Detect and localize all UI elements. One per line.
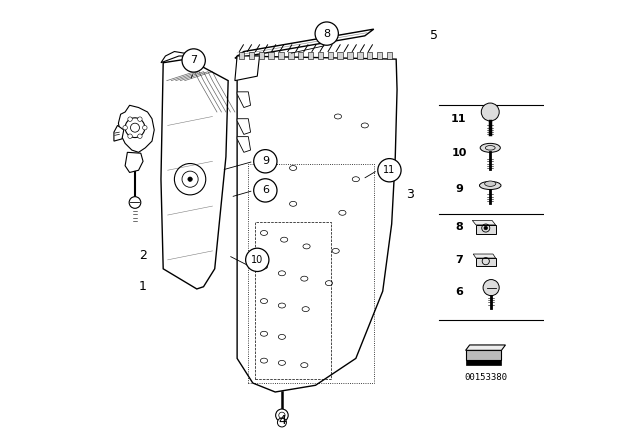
Polygon shape <box>161 58 228 289</box>
Circle shape <box>278 418 287 427</box>
Polygon shape <box>235 56 260 81</box>
Text: 5: 5 <box>430 29 438 43</box>
Polygon shape <box>472 220 495 225</box>
Text: 7: 7 <box>190 56 197 65</box>
Circle shape <box>128 117 132 121</box>
Text: 10: 10 <box>251 255 264 265</box>
Circle shape <box>481 103 499 121</box>
Polygon shape <box>466 350 502 360</box>
Text: 3: 3 <box>406 188 413 202</box>
Ellipse shape <box>479 181 501 190</box>
Bar <box>476 225 495 234</box>
Text: 11: 11 <box>451 114 467 124</box>
Polygon shape <box>161 52 199 64</box>
Bar <box>288 52 294 59</box>
Circle shape <box>315 22 339 45</box>
Bar <box>269 52 274 59</box>
Circle shape <box>129 197 141 208</box>
Text: 7: 7 <box>455 255 463 265</box>
Text: 6: 6 <box>455 287 463 297</box>
Bar <box>337 52 343 59</box>
Text: 00153380: 00153380 <box>464 373 508 382</box>
Polygon shape <box>237 119 251 134</box>
Circle shape <box>143 125 147 130</box>
Bar <box>308 52 314 59</box>
Circle shape <box>128 134 132 138</box>
Circle shape <box>138 117 142 121</box>
Text: 8: 8 <box>455 222 463 232</box>
Text: 2: 2 <box>139 249 147 262</box>
Bar <box>248 164 374 383</box>
Bar <box>239 52 244 59</box>
Text: 1: 1 <box>139 280 147 293</box>
Circle shape <box>378 159 401 182</box>
Bar <box>348 52 353 59</box>
Polygon shape <box>466 345 506 350</box>
Bar <box>259 52 264 59</box>
Circle shape <box>123 125 127 130</box>
Bar <box>278 52 284 59</box>
Bar <box>357 52 363 59</box>
Circle shape <box>246 248 269 271</box>
Circle shape <box>253 179 277 202</box>
Bar <box>249 52 254 59</box>
Bar <box>377 52 382 59</box>
Polygon shape <box>125 152 143 172</box>
Bar <box>318 52 323 59</box>
Text: 9: 9 <box>455 184 463 194</box>
Bar <box>298 52 303 59</box>
Circle shape <box>182 49 205 72</box>
Text: 9: 9 <box>262 156 269 166</box>
Ellipse shape <box>480 143 500 152</box>
Polygon shape <box>114 125 124 141</box>
Text: 11: 11 <box>383 165 396 175</box>
Polygon shape <box>237 137 251 152</box>
Bar <box>387 52 392 59</box>
Bar <box>255 222 332 379</box>
Circle shape <box>484 226 488 230</box>
Polygon shape <box>466 360 502 365</box>
Polygon shape <box>237 56 397 392</box>
Circle shape <box>483 280 499 296</box>
Text: 10: 10 <box>451 148 467 158</box>
Polygon shape <box>473 254 495 258</box>
Bar <box>476 258 495 266</box>
Text: 4: 4 <box>278 414 286 427</box>
Ellipse shape <box>484 181 496 186</box>
Text: 8: 8 <box>323 29 330 39</box>
Bar <box>367 52 372 59</box>
Circle shape <box>276 409 288 422</box>
Circle shape <box>188 177 193 181</box>
Circle shape <box>138 134 142 138</box>
Bar <box>328 52 333 59</box>
Text: 6: 6 <box>262 185 269 195</box>
Polygon shape <box>118 105 154 152</box>
Circle shape <box>253 150 277 173</box>
Polygon shape <box>235 29 374 58</box>
Polygon shape <box>237 92 251 108</box>
